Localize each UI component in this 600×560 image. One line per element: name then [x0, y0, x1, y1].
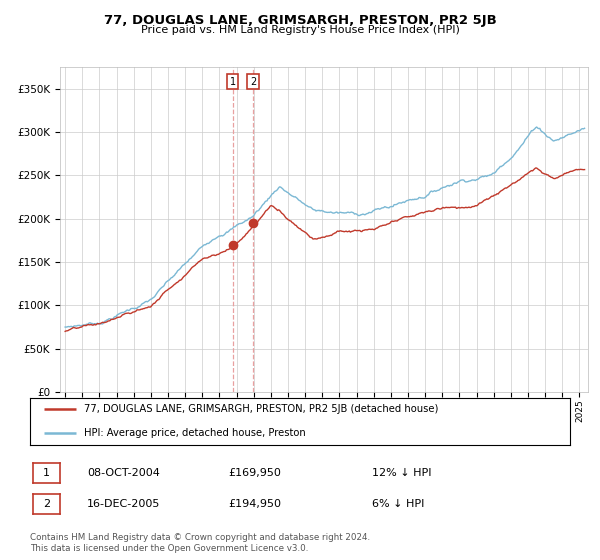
Text: 1: 1	[230, 77, 236, 87]
Text: £169,950: £169,950	[228, 468, 281, 478]
Text: 2: 2	[250, 77, 256, 87]
Text: 2: 2	[43, 499, 50, 509]
Text: 08-OCT-2004: 08-OCT-2004	[87, 468, 160, 478]
Text: 12% ↓ HPI: 12% ↓ HPI	[372, 468, 431, 478]
Text: £194,950: £194,950	[228, 499, 281, 509]
Text: 1: 1	[43, 468, 50, 478]
Text: 77, DOUGLAS LANE, GRIMSARGH, PRESTON, PR2 5JB (detached house): 77, DOUGLAS LANE, GRIMSARGH, PRESTON, PR…	[84, 404, 439, 414]
Text: 6% ↓ HPI: 6% ↓ HPI	[372, 499, 424, 509]
Text: HPI: Average price, detached house, Preston: HPI: Average price, detached house, Pres…	[84, 428, 306, 438]
Text: 16-DEC-2005: 16-DEC-2005	[87, 499, 160, 509]
Text: Price paid vs. HM Land Registry's House Price Index (HPI): Price paid vs. HM Land Registry's House …	[140, 25, 460, 35]
Text: 77, DOUGLAS LANE, GRIMSARGH, PRESTON, PR2 5JB: 77, DOUGLAS LANE, GRIMSARGH, PRESTON, PR…	[104, 14, 496, 27]
Text: Contains HM Land Registry data © Crown copyright and database right 2024.
This d: Contains HM Land Registry data © Crown c…	[30, 533, 370, 553]
